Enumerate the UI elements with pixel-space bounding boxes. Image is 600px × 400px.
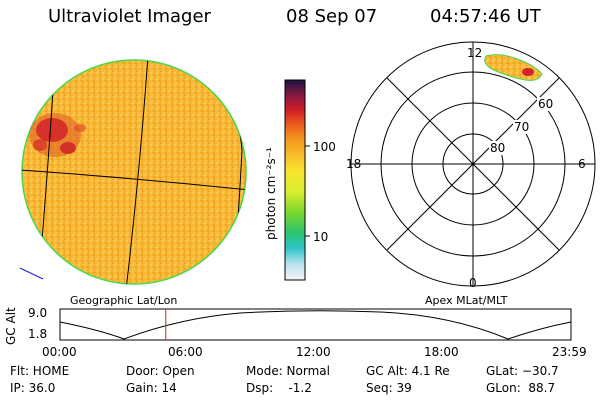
colorbar-tick-10: 10 bbox=[313, 230, 329, 244]
polar-plot bbox=[350, 41, 596, 287]
gc-alt-axis-label: GC Alt bbox=[4, 307, 18, 345]
mode-status: Mode: Normal bbox=[246, 364, 330, 378]
colorbar-tick-100: 100 bbox=[313, 140, 336, 154]
time-label: 04:57:46 UT bbox=[430, 6, 541, 27]
geographic-grid-label: Geographic Lat/Lon bbox=[70, 294, 178, 307]
glon-status: GLon: 88.7 bbox=[486, 381, 556, 395]
mlt-label-0: 0 bbox=[469, 276, 477, 290]
time-tick-2359: 23:59 bbox=[552, 345, 587, 359]
date-label: 08 Sep 07 bbox=[286, 6, 378, 27]
colorbar-unit-label: photon cm⁻²s⁻¹ bbox=[264, 147, 278, 240]
sun-direction-line bbox=[19, 267, 44, 280]
altitude-strip bbox=[59, 308, 572, 341]
gc-alt-status: GC Alt: 4.1 Re bbox=[366, 364, 450, 378]
colorbar bbox=[284, 79, 310, 281]
flight-status: Flt: HOME bbox=[10, 364, 70, 378]
door-status: Door: Open bbox=[126, 364, 195, 378]
seq-status: Seq: 39 bbox=[366, 381, 412, 395]
gc-alt-tick-high: 9.0 bbox=[28, 306, 48, 320]
mlt-label-12: 12 bbox=[467, 46, 483, 60]
gain-status: Gain: 14 bbox=[126, 381, 177, 395]
polar-aurora-patch bbox=[484, 54, 543, 81]
mlat-label-80: 80 bbox=[489, 141, 507, 155]
time-tick-1800: 18:00 bbox=[424, 345, 459, 359]
time-tick-0000: 00:00 bbox=[42, 345, 77, 359]
mlt-label-6: 6 bbox=[578, 157, 586, 171]
aurora-hotspot bbox=[29, 113, 86, 157]
uv-image-disk bbox=[21, 59, 247, 285]
mlat-label-70: 70 bbox=[513, 120, 531, 134]
ip-status: IP: 36.0 bbox=[10, 381, 56, 395]
mlt-label-18: 18 bbox=[346, 157, 362, 171]
gc-alt-tick-low: 1.8 bbox=[28, 327, 48, 341]
app-title: Ultraviolet Imager bbox=[48, 6, 211, 27]
time-tick-0600: 06:00 bbox=[168, 345, 203, 359]
glat-status: GLat: −30.7 bbox=[486, 364, 559, 378]
apex-grid-label: Apex MLat/MLT bbox=[425, 294, 508, 307]
time-tick-1200: 12:00 bbox=[296, 345, 331, 359]
dsp-status: Dsp: -1.2 bbox=[246, 381, 312, 395]
mlat-label-60: 60 bbox=[537, 97, 555, 111]
